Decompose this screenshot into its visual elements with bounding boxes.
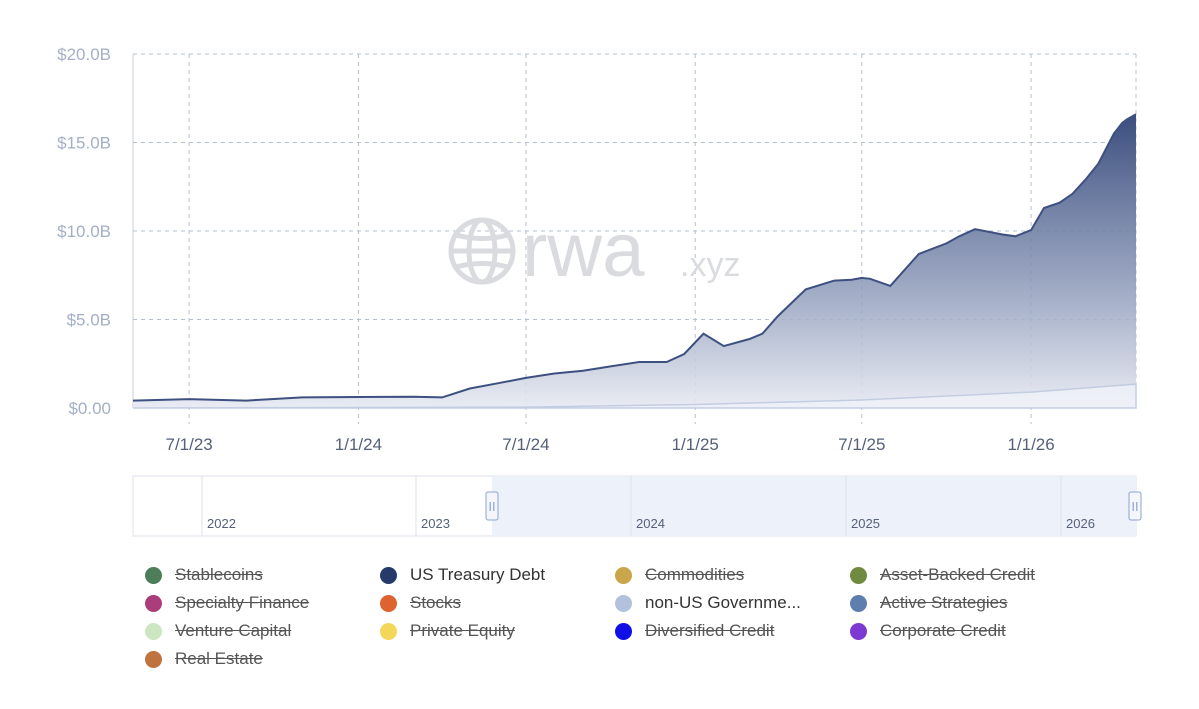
legend-item[interactable]: Commodities bbox=[615, 562, 744, 588]
legend-item[interactable]: Asset-Backed Credit bbox=[850, 562, 1035, 588]
y-axis: $0.00 $5.0B $10.0B $15.0B $20.0B bbox=[57, 45, 111, 418]
watermark-suffix: .xyz bbox=[680, 246, 740, 284]
navigator-right-handle[interactable]: II bbox=[1128, 491, 1142, 521]
navigator-year-label: 2022 bbox=[207, 516, 236, 531]
legend-marker bbox=[850, 622, 867, 640]
watermark: rwa .xyz bbox=[448, 208, 740, 293]
legend-item[interactable]: Private Equity bbox=[380, 618, 515, 644]
legend-marker bbox=[850, 566, 867, 584]
legend-item[interactable]: Stablecoins bbox=[145, 562, 263, 588]
legend-marker bbox=[145, 622, 162, 640]
range-navigator[interactable]: 2022 2023 2024 2025 2026 II II bbox=[132, 475, 1142, 537]
legend-label: Stocks bbox=[410, 593, 462, 612]
x-axis: 7/1/23 1/1/24 7/1/24 1/1/25 7/1/25 1/1/26 bbox=[165, 435, 1054, 454]
legend-label: Private Equity bbox=[410, 621, 515, 640]
legend-marker bbox=[380, 622, 397, 640]
legend-item[interactable]: Diversified Credit bbox=[615, 618, 774, 644]
legend-marker bbox=[145, 650, 162, 668]
x-tick-label: 7/1/24 bbox=[502, 435, 549, 454]
legend-label: Corporate Credit bbox=[880, 621, 1006, 640]
legend-marker bbox=[615, 566, 632, 584]
legend-marker bbox=[145, 594, 162, 612]
legend-label: non-US Governme... bbox=[645, 593, 801, 612]
legend-item[interactable]: Real Estate bbox=[145, 646, 263, 672]
legend-marker bbox=[145, 566, 162, 584]
watermark-brand: rwa bbox=[522, 208, 645, 293]
legend-label: Stablecoins bbox=[175, 565, 263, 584]
legend-item[interactable]: Active Strategies bbox=[850, 590, 1008, 616]
legend-label: Asset-Backed Credit bbox=[880, 565, 1035, 584]
legend-marker bbox=[380, 566, 397, 584]
navigator-left-handle[interactable]: II bbox=[485, 491, 499, 521]
series-line-us-treasury-debt bbox=[132, 113, 1137, 402]
legend-label: Specialty Finance bbox=[175, 593, 310, 612]
y-tick-label: $15.0B bbox=[57, 134, 111, 153]
legend-label: US Treasury Debt bbox=[410, 565, 546, 584]
navigator-year-label: 2025 bbox=[851, 516, 880, 531]
legend-item[interactable]: Specialty Finance bbox=[145, 590, 309, 616]
navigator-year-label: 2024 bbox=[636, 516, 665, 531]
legend-item[interactable]: non-US Governme... bbox=[615, 590, 801, 616]
legend-item[interactable]: Venture Capital bbox=[145, 618, 291, 644]
navigator-year-label: 2023 bbox=[421, 516, 450, 531]
x-tick-label: 7/1/23 bbox=[165, 435, 212, 454]
globe-icon bbox=[448, 217, 516, 285]
legend-label: Diversified Credit bbox=[645, 621, 775, 640]
svg-text:II: II bbox=[1131, 499, 1138, 514]
legend-marker bbox=[615, 594, 632, 612]
navigator-selection[interactable] bbox=[492, 476, 1136, 536]
navigator-year-label: 2026 bbox=[1066, 516, 1095, 531]
series-layer bbox=[132, 113, 1137, 409]
x-tick-label: 1/1/25 bbox=[672, 435, 719, 454]
legend-label: Real Estate bbox=[175, 649, 263, 668]
legend-label: Commodities bbox=[645, 565, 745, 584]
legend-marker bbox=[380, 594, 397, 612]
series-area-non-us-government-debt bbox=[132, 383, 1137, 409]
y-tick-label: $5.0B bbox=[67, 311, 111, 330]
svg-text:II: II bbox=[488, 499, 495, 514]
legend-item[interactable]: Stocks bbox=[380, 590, 461, 616]
legend-marker bbox=[850, 594, 867, 612]
legend-label: Active Strategies bbox=[880, 593, 1008, 612]
y-tick-label: $0.00 bbox=[68, 399, 111, 418]
y-tick-label: $10.0B bbox=[57, 222, 111, 241]
legend-label: Venture Capital bbox=[175, 621, 292, 640]
y-tick-label: $20.0B bbox=[57, 45, 111, 64]
series-area-us-treasury-debt bbox=[133, 114, 1136, 408]
x-tick-label: 1/1/26 bbox=[1007, 435, 1054, 454]
legend-marker bbox=[615, 622, 632, 640]
x-tick-label: 7/1/25 bbox=[838, 435, 885, 454]
legend-item[interactable]: US Treasury Debt bbox=[380, 562, 545, 588]
x-tick-label: 1/1/24 bbox=[335, 435, 382, 454]
legend-item[interactable]: Corporate Credit bbox=[850, 618, 1006, 644]
